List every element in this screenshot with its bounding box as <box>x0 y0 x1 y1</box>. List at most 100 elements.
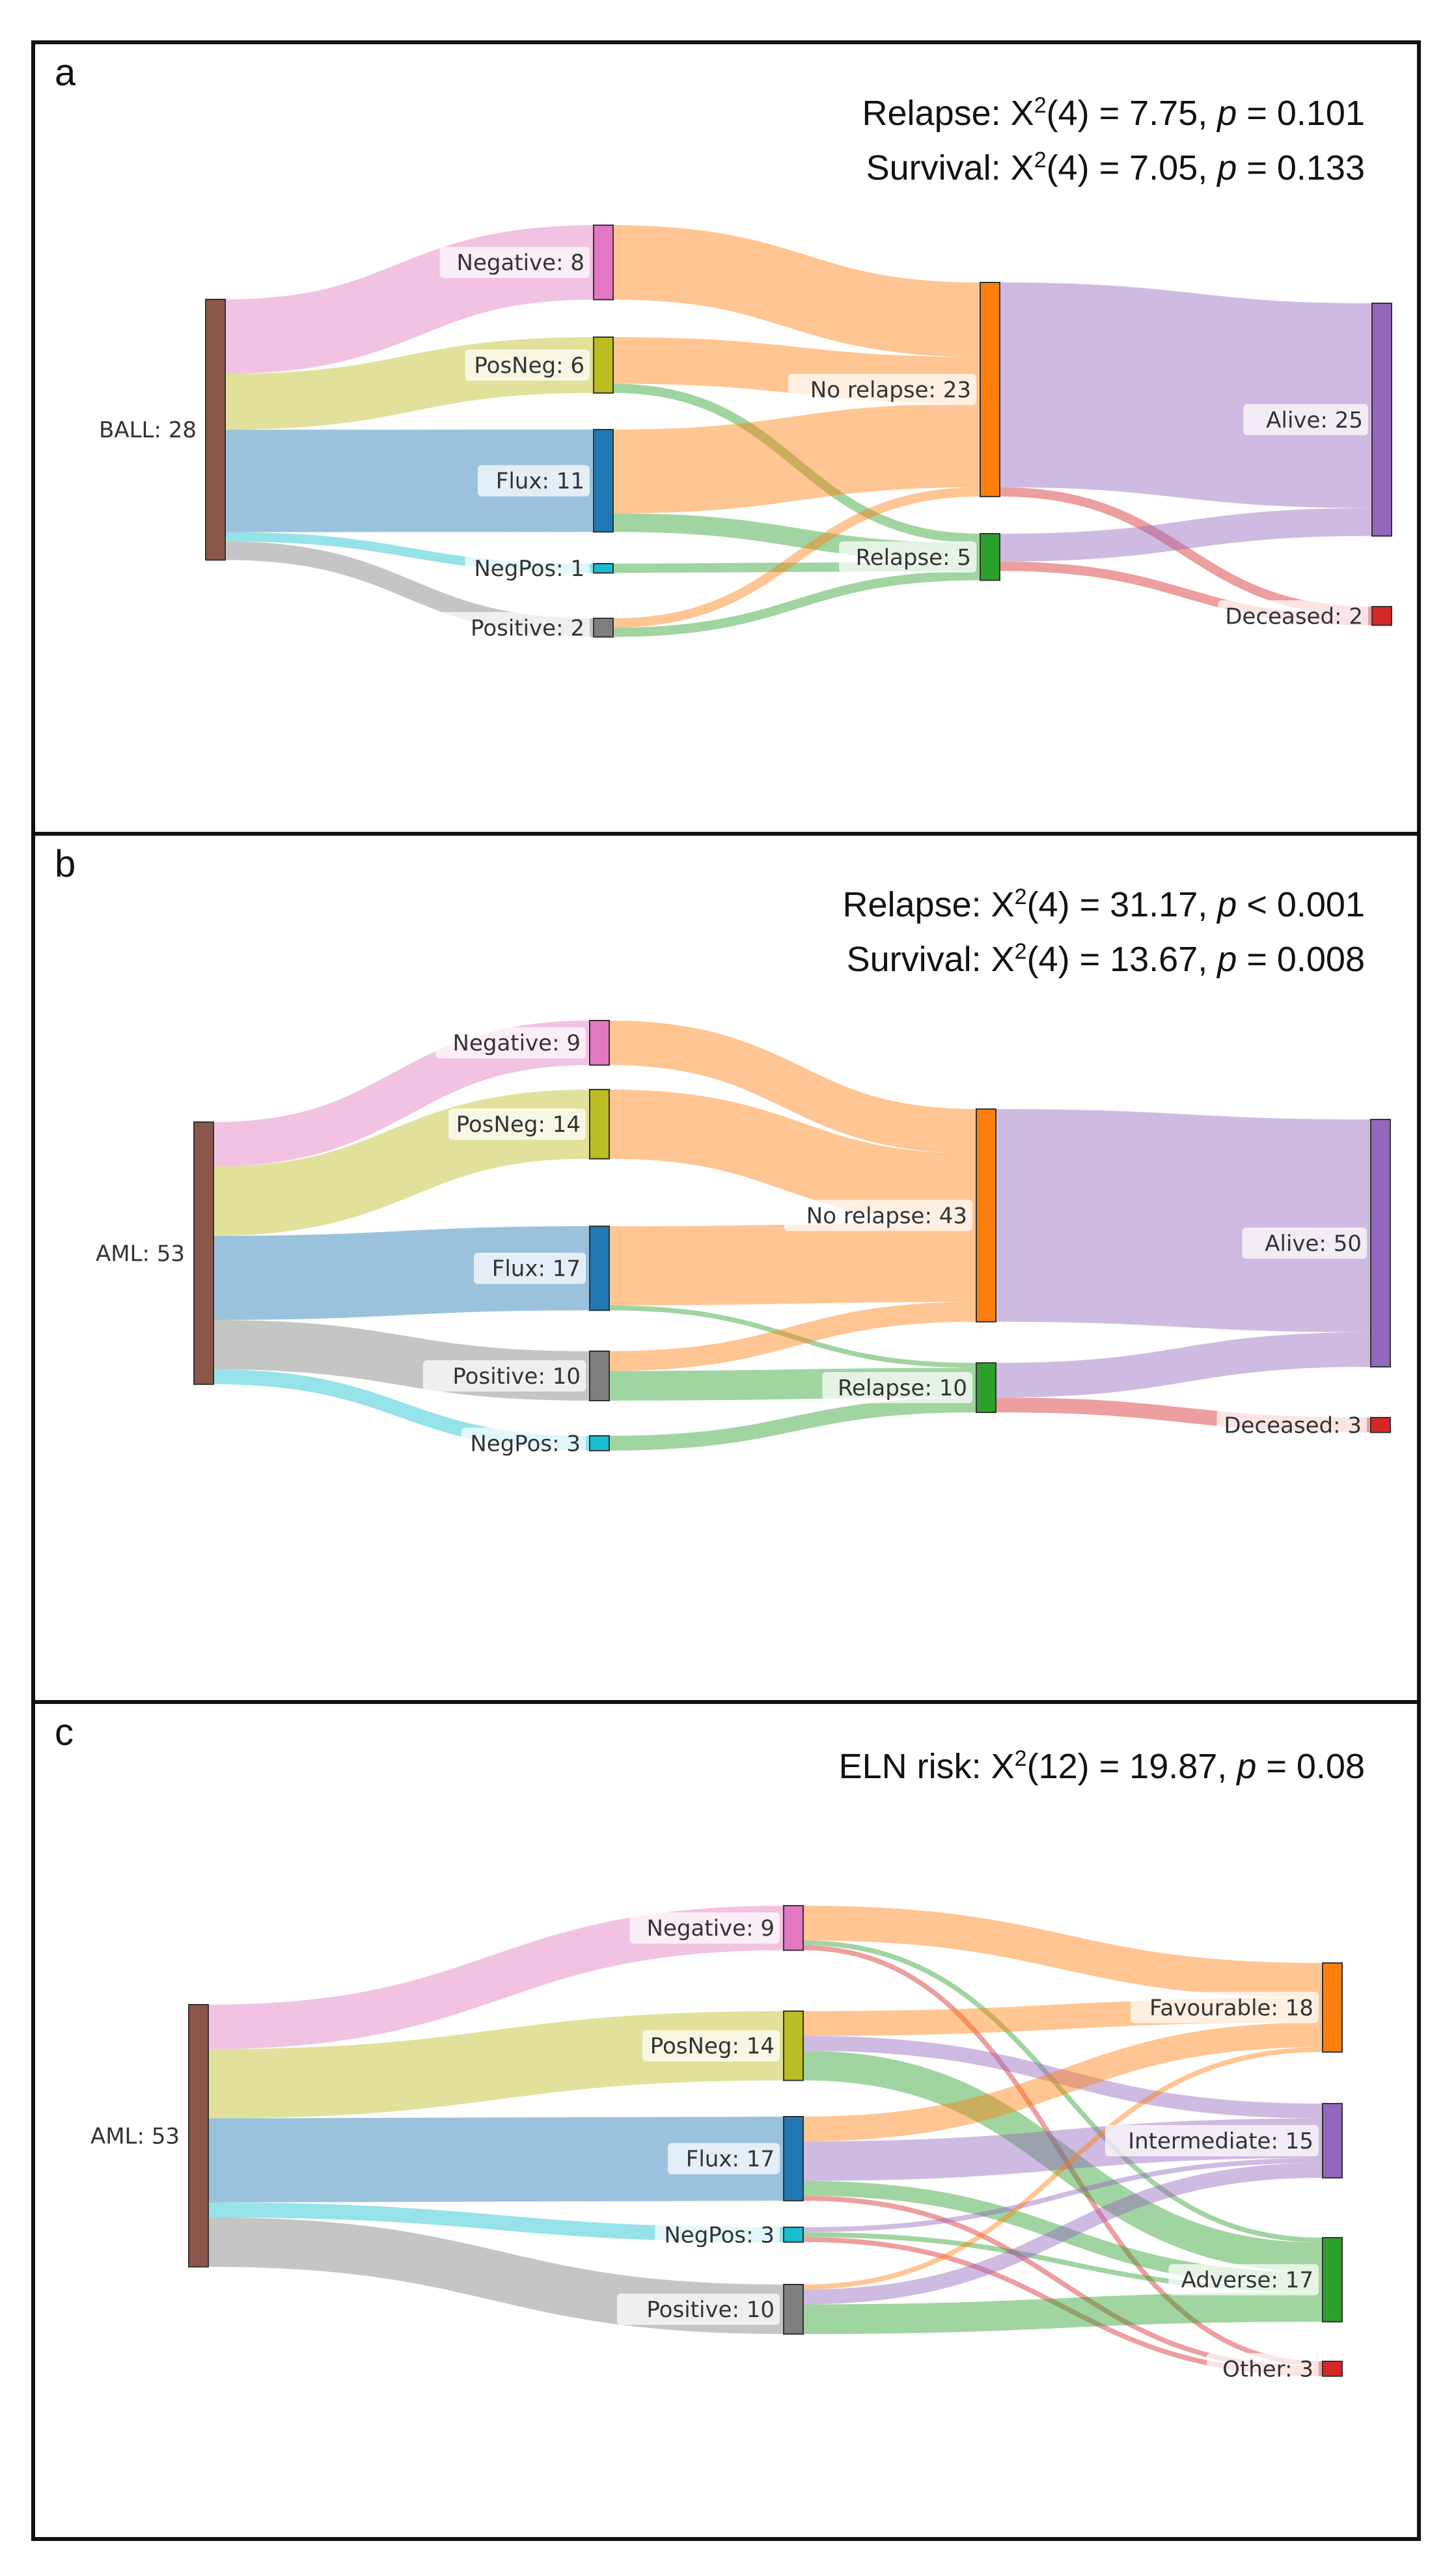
node-label-background <box>435 1027 586 1059</box>
node-favourable <box>1322 1962 1343 2053</box>
node-label-background <box>448 1108 586 1140</box>
node-label-adverse: Adverse: 17 <box>1181 2268 1313 2294</box>
node-label-background <box>439 612 590 644</box>
node-label-background <box>465 553 590 584</box>
node-label-ball: BALL: 28 <box>99 417 197 443</box>
node-label-posneg: PosNeg: 14 <box>456 1112 581 1138</box>
node-layer <box>193 1020 1391 1451</box>
node-label-background <box>478 465 590 497</box>
node-label-background <box>655 2219 780 2251</box>
node-label-background <box>1168 2264 1319 2296</box>
link-negative-to-other <box>803 1945 1323 2367</box>
node-ball <box>205 299 226 561</box>
stats-line: Survival: X2(4) = 7.05, p = 0.133 <box>866 148 1365 187</box>
link-negative-to-norelapse <box>612 225 981 357</box>
node-other <box>1322 2361 1343 2377</box>
sankey-chart: BALL: 28 Negative: 8 PosNeg: 6 Flux: 11 NegP… <box>90 225 1392 644</box>
node-label-negpos: NegPos: 3 <box>470 1431 581 1457</box>
node-label-deceased: Deceased: 2 <box>1225 603 1363 629</box>
panel-letter: c <box>55 1711 74 1753</box>
node-positive <box>593 618 614 638</box>
label-layer: AML: 53 Negative: 9 PosNeg: 14 Flux: 17 Posi… <box>90 1027 1367 1459</box>
sankey-chart: AML: 53 Negative: 9 PosNeg: 14 Flux: 17 NegP… <box>85 1905 1343 2385</box>
link-negpos-to-intermediate <box>803 2158 1323 2232</box>
link-posneg-to-intermediate <box>803 2036 1323 2119</box>
node-flux <box>593 429 614 533</box>
node-label-background <box>617 2294 780 2325</box>
node-label-relapse: Relapse: 10 <box>838 1375 967 1401</box>
node-layer <box>188 1905 1343 2377</box>
node-label-negpos: NegPos: 1 <box>474 556 584 582</box>
node-label-background <box>423 1360 586 1392</box>
link-flux-to-favourable <box>803 2022 1323 2141</box>
node-deceased <box>1371 606 1392 626</box>
node-label-posneg: PosNeg: 6 <box>474 353 584 379</box>
node-label-background <box>1105 2125 1319 2156</box>
node-label-intermediate: Intermediate: 15 <box>1128 2128 1313 2154</box>
node-label-alive: Alive: 50 <box>1265 1231 1362 1257</box>
node-label-negative: Negative: 9 <box>453 1030 581 1056</box>
node-label-background <box>1243 404 1368 435</box>
link-positive-to-adverse <box>803 2292 1323 2334</box>
node-label-background <box>439 247 590 279</box>
panel-b: b Relapse: X2(4) = 31.17, p < 0.001 Survi… <box>31 832 1421 1704</box>
link-flux-to-norelapse <box>609 1222 977 1306</box>
node-aml <box>193 1121 214 1385</box>
node-posneg <box>589 1089 610 1160</box>
panel-a: a Relapse: X2(4) = 7.75, p = 0.101 Surviv… <box>31 40 1421 836</box>
node-label-background <box>784 1200 972 1231</box>
node-label-background <box>822 1372 972 1403</box>
node-label-background <box>1242 1228 1367 1259</box>
node-label-norelapse: No relapse: 43 <box>806 1203 967 1229</box>
stats-block: Relapse: X2(4) = 31.17, p < 0.001 Surviva… <box>843 873 1366 983</box>
node-norelapse <box>976 1108 996 1323</box>
panel-c: c ELN risk: X2(12) = 19.87, p = 0.08 AML… <box>31 1700 1421 2541</box>
link-negative-to-favourable <box>803 1906 1323 1998</box>
link-positive-to-norelapse <box>609 1302 977 1371</box>
link-positive-to-norelapse <box>612 487 981 628</box>
link-positive-to-favourable <box>803 2047 1323 2290</box>
node-label-background <box>90 414 202 446</box>
node-negpos <box>589 1435 610 1451</box>
node-label-flux: Flux: 11 <box>496 469 584 495</box>
node-deceased <box>1370 1417 1391 1433</box>
node-label-background <box>668 2143 780 2175</box>
node-posneg <box>593 336 614 394</box>
node-label-background <box>474 1252 586 1284</box>
node-alive <box>1371 303 1392 537</box>
node-label-background <box>1218 600 1368 632</box>
node-flux <box>783 2116 804 2202</box>
node-label-deceased: Deceased: 3 <box>1224 1412 1362 1438</box>
node-aml <box>188 2004 209 2268</box>
node-layer <box>205 225 1392 638</box>
node-label-background <box>629 1912 780 1944</box>
node-label-background <box>85 2120 185 2152</box>
link-relapse-to-alive <box>999 508 1373 562</box>
node-label-background <box>1216 1409 1367 1441</box>
stats-line: Relapse: X2(4) = 31.17, p < 0.001 <box>842 885 1366 924</box>
link-layer <box>213 1021 1371 1451</box>
link-norelapse-to-alive <box>995 1109 1371 1332</box>
node-label-negative: Negative: 9 <box>647 1915 775 1942</box>
node-label-background <box>642 2030 780 2062</box>
panel-letter: b <box>55 843 76 885</box>
node-negpos <box>593 563 614 574</box>
stats-block: Relapse: X2(4) = 7.75, p = 0.101 Survival… <box>862 82 1365 191</box>
node-label-positive: Positive: 2 <box>471 615 584 641</box>
node-label-aml: AML: 53 <box>96 1241 185 1267</box>
node-negpos <box>783 2227 804 2243</box>
link-flux-to-norelapse <box>612 403 981 514</box>
node-negative <box>589 1020 610 1066</box>
node-label-flux: Flux: 17 <box>492 1256 581 1282</box>
node-alive <box>1370 1119 1391 1367</box>
node-label-relapse: Relapse: 5 <box>856 545 971 571</box>
panel-letter: a <box>55 51 76 94</box>
node-negative <box>593 225 614 301</box>
node-label-background <box>461 1427 586 1459</box>
link-negative-to-norelapse <box>609 1021 977 1154</box>
link-negpos-to-relapse <box>609 1397 977 1451</box>
node-relapse <box>976 1362 996 1413</box>
node-label-alive: Alive: 25 <box>1266 407 1363 433</box>
node-posneg <box>783 2011 804 2081</box>
node-positive <box>783 2284 804 2335</box>
